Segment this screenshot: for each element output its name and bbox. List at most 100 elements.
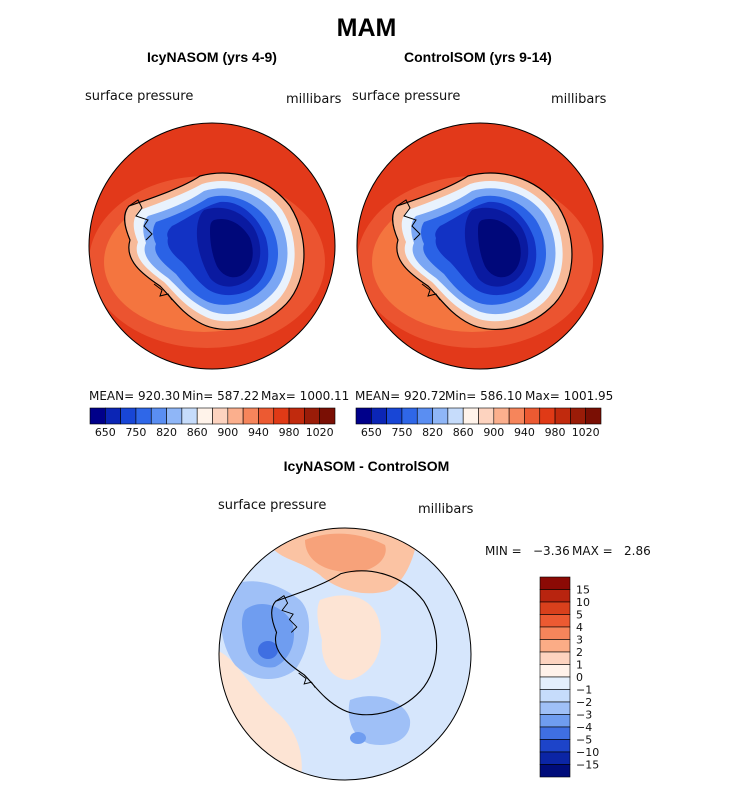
right-colorbar-swatch-4 (416, 407, 433, 425)
right-colorbar-tick-6: 980 (545, 426, 566, 439)
right-colorbar-swatch-1 (371, 407, 387, 425)
left-colorbar-swatch-11 (258, 407, 275, 425)
diff-colorbar-tick-0: 15 (576, 584, 590, 597)
right-colorbar-swatch-11 (524, 407, 541, 425)
diff-colorbar-tick-13: −10 (576, 746, 599, 759)
right-colorbar: 650 750 820 860 900 940 980 1020 (355, 407, 602, 439)
diff-colorbar-swatch-8 (539, 676, 571, 690)
left-colorbar-swatch-8 (212, 407, 229, 425)
diff-colorbar-tick-9: −2 (576, 696, 592, 709)
left-colorbar-swatch-9 (227, 407, 244, 425)
left-map (88, 122, 336, 370)
diff-colorbar-swatch-15 (539, 764, 571, 778)
difference-title: IcyNASOM - ControlSOM (283, 458, 450, 474)
left-colorbar-swatch-6 (181, 407, 198, 425)
diff-colorbar-tick-11: −4 (576, 721, 592, 734)
diff-min-value: −3.36 (533, 544, 570, 558)
left-colorbar-swatch-3 (135, 407, 152, 425)
right-colorbar-tick-1: 750 (391, 426, 412, 439)
diff-variable-label: surface pressure (218, 498, 327, 513)
diff-colorbar-tick-1: 10 (576, 596, 590, 609)
right-colorbar-swatch-10 (508, 407, 525, 425)
left-colorbar-swatch-12 (273, 407, 290, 425)
right-colorbar-swatch-2 (386, 407, 403, 425)
right-colorbar-swatch-3 (401, 407, 418, 425)
diff-colorbar-tick-8: −1 (576, 684, 592, 697)
right-colorbar-swatch-14 (570, 407, 586, 425)
diff-colorbar-swatch-7 (539, 664, 571, 678)
diff-colorbar-swatch-12 (539, 726, 571, 740)
diff-colorbar-tick-4: 3 (576, 634, 583, 647)
left-colorbar-swatch-4 (150, 407, 167, 425)
left-colorbar-swatch-13 (288, 407, 305, 425)
right-colorbar-swatch-6 (447, 407, 464, 425)
left-colorbar-swatch-15 (319, 407, 336, 425)
left-colorbar-tick-0: 650 (95, 426, 116, 439)
diff-colorbar-swatch-3 (539, 614, 571, 628)
right-colorbar-swatch-5 (432, 407, 449, 425)
right-colorbar-swatch-9 (493, 407, 510, 425)
left-colorbar-tick-1: 750 (125, 426, 146, 439)
diff-colorbar-tick-7: 0 (576, 671, 583, 684)
left-mean-text: MEAN= 920.30 (89, 389, 180, 403)
diff-colorbar-swatch-2 (539, 601, 571, 615)
diff-colorbar-swatch-9 (539, 689, 571, 703)
right-colorbar-swatch-8 (478, 407, 495, 425)
left-colorbar-tick-5: 940 (248, 426, 269, 439)
left-colorbar-swatch-7 (196, 407, 213, 425)
main-title: MAM (336, 14, 397, 42)
diff-colorbar-tick-14: −15 (576, 759, 599, 772)
left-colorbar-swatch-10 (242, 407, 259, 425)
right-colorbar-tick-2: 820 (422, 426, 443, 439)
right-colorbar-tick-4: 900 (483, 426, 504, 439)
right-panel-title: ControlSOM (yrs 9-14) (404, 49, 552, 65)
left-colorbar-swatch-0 (89, 407, 106, 425)
diff-map-outline (218, 527, 472, 781)
right-colorbar-tick-3: 860 (453, 426, 474, 439)
left-min-text: Min= 587.22 (182, 389, 260, 403)
right-colorbar-swatch-0 (355, 407, 372, 425)
diff-colorbar-swatch-6 (539, 651, 571, 665)
diff-map-negative-west-core (241, 603, 295, 668)
diff-map-negative-south (348, 696, 411, 745)
right-colorbar-swatch-15 (585, 407, 602, 425)
left-colorbar-tick-2: 820 (156, 426, 177, 439)
right-colorbar-swatch-12 (539, 407, 556, 425)
right-map-outline (356, 122, 604, 370)
diff-max-label: MAX = (572, 544, 613, 558)
left-colorbar-swatch-14 (304, 407, 320, 425)
diff-colorbar-tick-3: 4 (576, 621, 583, 634)
diff-colorbar-tick-6: 1 (576, 659, 583, 672)
left-colorbar-tick-6: 980 (279, 426, 300, 439)
diff-colorbar-swatch-13 (539, 739, 571, 753)
diff-colorbar-tick-2: 5 (576, 609, 583, 622)
diff-colorbar-swatch-4 (539, 626, 571, 640)
difference-map (218, 527, 472, 781)
right-colorbar-tick-5: 940 (514, 426, 535, 439)
left-colorbar-tick-3: 860 (187, 426, 208, 439)
left-colorbar-swatch-1 (105, 407, 121, 425)
left-max-text: Max= 1000.11 (261, 389, 350, 403)
right-map (356, 122, 604, 370)
diff-colorbar-swatch-11 (539, 714, 571, 728)
right-units-label: millibars (551, 92, 607, 107)
diff-colorbar-swatch-1 (539, 589, 571, 603)
right-min-text: Min= 586.10 (445, 389, 523, 403)
diff-units-label: millibars (418, 502, 474, 517)
right-colorbar-swatch-7 (462, 407, 479, 425)
left-variable-label: surface pressure (85, 89, 194, 104)
right-colorbar-tick-7: 1020 (572, 426, 600, 439)
diff-map-negative-south-core (350, 732, 366, 744)
diff-min-label: MIN = (485, 544, 522, 558)
left-colorbar-swatch-5 (166, 407, 183, 425)
diff-colorbar-swatch-10 (539, 701, 571, 715)
diff-colorbar-swatch-14 (539, 751, 571, 765)
diff-map-positive-north-core (305, 533, 386, 573)
right-max-text: Max= 1001.95 (525, 389, 614, 403)
diff-max-value: 2.86 (624, 544, 651, 558)
left-colorbar-tick-7: 1020 (306, 426, 334, 439)
diff-map-negative-west-min (258, 641, 278, 659)
diff-map-positive-central (317, 595, 381, 680)
